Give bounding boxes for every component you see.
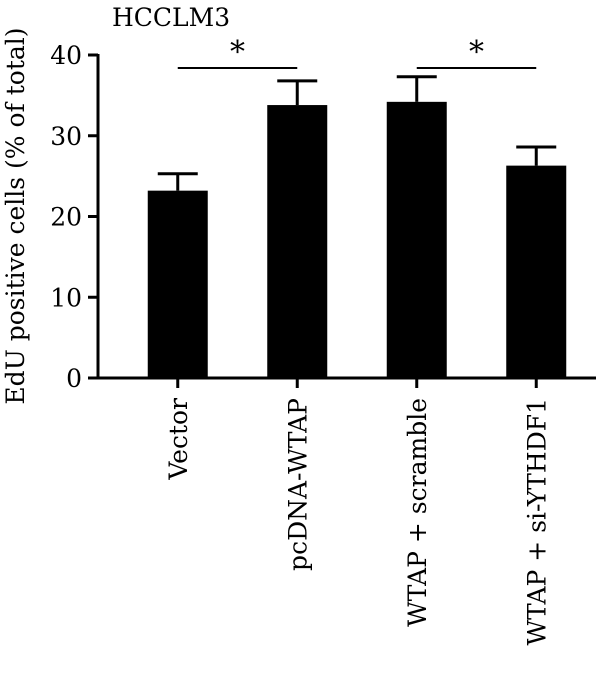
chart-title: HCCLM3: [112, 3, 230, 32]
bar: [147, 190, 208, 378]
y-axis-label: EdU positive cells (% of total): [1, 27, 30, 404]
significance-label: *: [230, 35, 245, 70]
x-tick-label: Vector: [164, 398, 193, 481]
x-tick-label: WTAP + si-YTHDF1: [522, 398, 551, 646]
y-tick-label: 10: [50, 283, 82, 312]
bars: [147, 101, 567, 379]
bar: [267, 105, 328, 378]
category-labels: Vector pcDNA-WTAP WTAP + scramble WTAP + si…: [164, 398, 552, 646]
significance-markers: * *: [177, 35, 537, 70]
x-tick-label: WTAP + scramble: [403, 398, 432, 627]
bar: [386, 101, 447, 379]
x-tick-label: pcDNA-WTAP: [283, 398, 312, 571]
significance-label: *: [469, 35, 484, 70]
y-tick-label: 20: [50, 203, 82, 232]
y-tick-label: 40: [50, 41, 82, 70]
y-tick-label: 0: [66, 364, 82, 393]
error-bars: [157, 75, 557, 191]
bar: [506, 165, 567, 378]
y-tick-label: 30: [50, 122, 82, 151]
